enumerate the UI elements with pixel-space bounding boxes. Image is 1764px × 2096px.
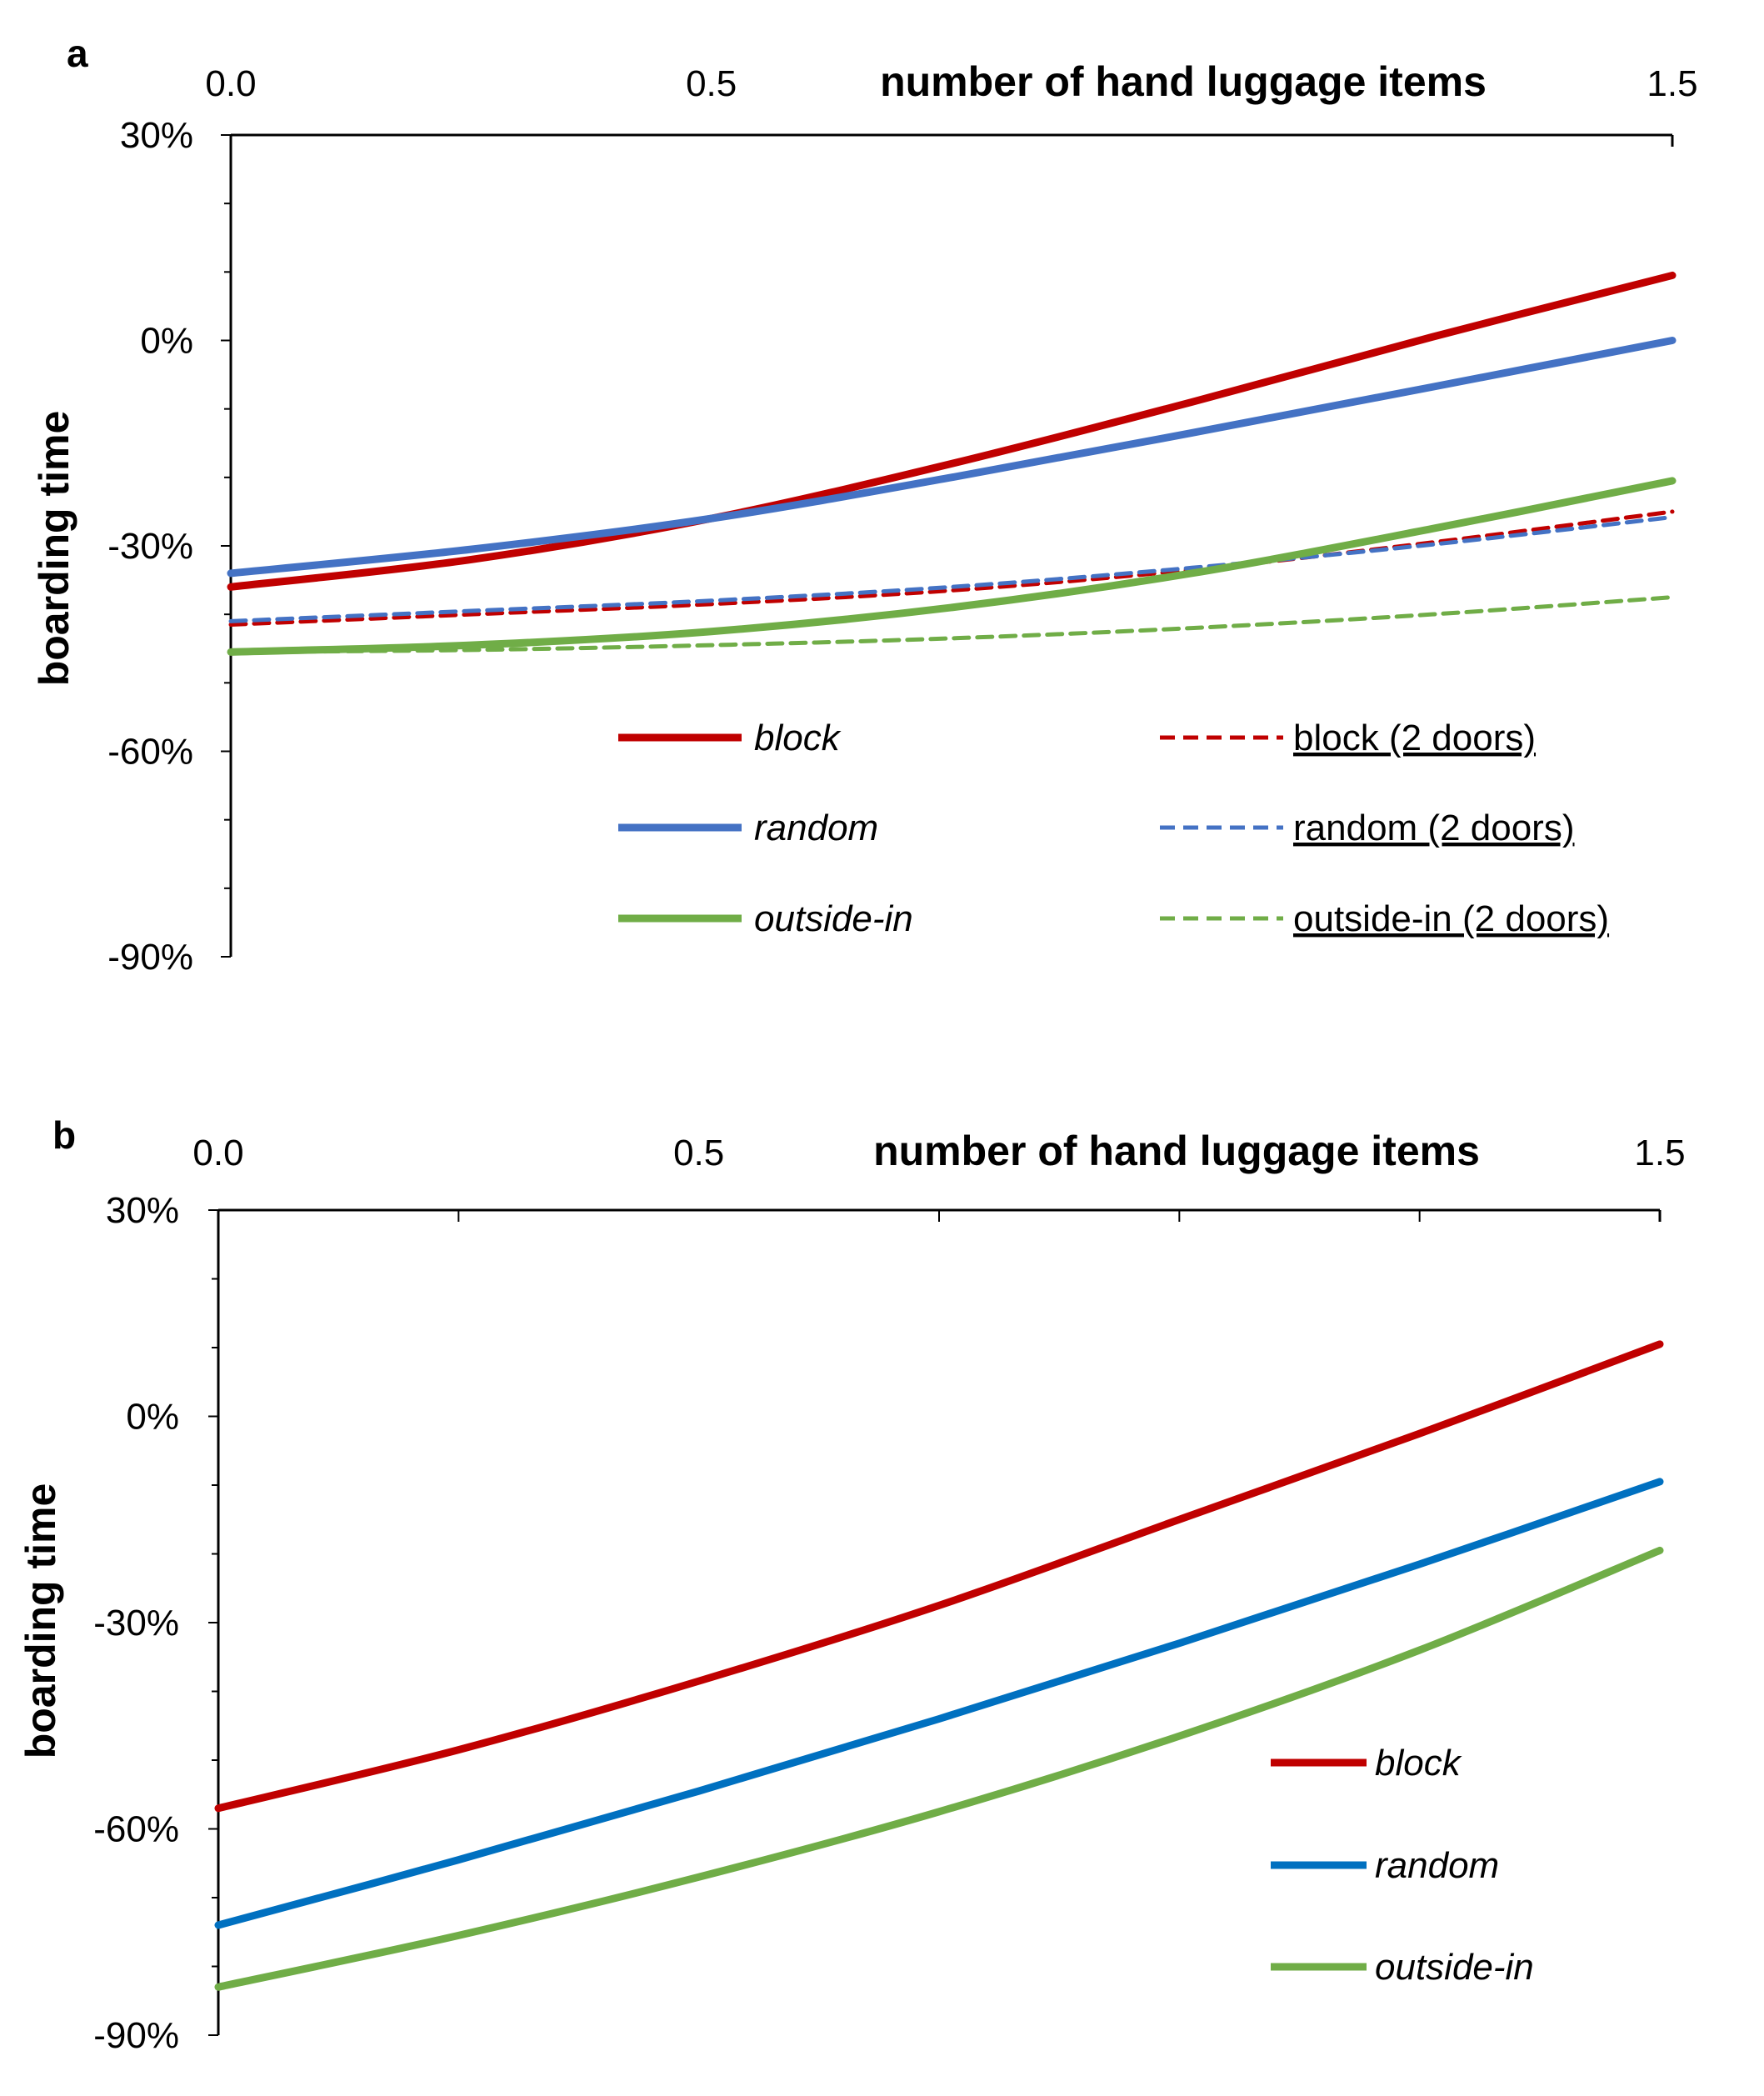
panel-a-series	[227, 271, 1677, 656]
y-tick-label: -90%	[107, 937, 193, 978]
x-tick-label: 0.0	[192, 1133, 243, 1173]
series-line-block	[214, 1340, 1664, 1813]
series-line-random-2-doors	[228, 514, 1675, 623]
y-tick-label: 0%	[140, 321, 193, 362]
x-tick-label: 1.5	[1647, 63, 1697, 104]
x-tick-label: 0.0	[205, 63, 256, 104]
panel-a-axes	[221, 133, 1674, 958]
y-tick-label: 30%	[120, 115, 193, 156]
legend-label-block: block	[1375, 1743, 1462, 1783]
panel-a-y-axis-title: boarding time	[31, 411, 77, 687]
panel-b: b 0.0 0.5 1.5 number of hand luggage items…	[17, 1113, 1686, 2056]
y-tick-label: -90%	[93, 2015, 179, 2056]
series-line-block	[227, 271, 1677, 591]
legend-label-random-2-doors: random (2 doors)	[1293, 808, 1574, 848]
series-line-outside-in	[214, 1546, 1664, 1991]
y-tick-label: -60%	[107, 732, 193, 773]
panel-b-letter: b	[52, 1113, 76, 1157]
legend-label-random: random	[1375, 1845, 1499, 1886]
legend-label-outside-in-2-doors: outside-in (2 doors)	[1293, 898, 1609, 939]
panel-b-axes	[208, 1208, 1662, 2036]
panel-a-x-axis-title: number of hand luggage items	[880, 58, 1487, 105]
panel-b-series	[214, 1340, 1664, 1991]
panel-b-x-tick-labels: 0.0 0.5 1.5	[192, 1133, 1685, 1173]
series-line-random	[214, 1478, 1664, 1929]
series-line-outside-in-2-doors	[228, 595, 1675, 654]
panel-a-x-tick-labels: 0.0 0.5 1.5	[205, 63, 1697, 104]
x-tick-label: 0.5	[673, 1133, 724, 1173]
panel-a-y-tick-labels: 30% 0% -30% -60% -90%	[107, 115, 193, 978]
panel-b-y-axis-title: boarding time	[17, 1483, 64, 1759]
legend-label-block: block	[754, 718, 842, 758]
series-line-outside-in	[227, 477, 1677, 656]
legend-label-outside-in: outside-in	[1375, 1947, 1534, 1988]
panel-a-letter: a	[67, 32, 88, 75]
series-line-random	[227, 337, 1677, 578]
y-tick-label: -60%	[93, 1809, 179, 1850]
y-tick-label: -30%	[107, 526, 193, 567]
y-tick-label: 0%	[126, 1397, 179, 1438]
panel-b-y-tick-labels: 30% 0% -30% -60% -90%	[93, 1190, 179, 2056]
panel-a: a 0.0 0.5 1.5 number of hand luggage items…	[31, 32, 1698, 978]
y-tick-label: -30%	[93, 1603, 179, 1643]
panel-b-legend: block random outside-in	[1271, 1743, 1534, 1988]
x-tick-label: 0.5	[686, 63, 737, 104]
x-tick-label: 1.5	[1634, 1133, 1685, 1173]
panel-b-x-axis-title: number of hand luggage items	[873, 1128, 1480, 1174]
panel-a-legend: block random outside-in block (2 doors) rand…	[618, 718, 1609, 939]
legend-label-outside-in: outside-in	[754, 898, 913, 939]
legend-label-random: random	[754, 808, 878, 848]
y-tick-label: 30%	[106, 1190, 179, 1231]
legend-label-block-2-doors: block (2 doors)	[1293, 718, 1536, 758]
